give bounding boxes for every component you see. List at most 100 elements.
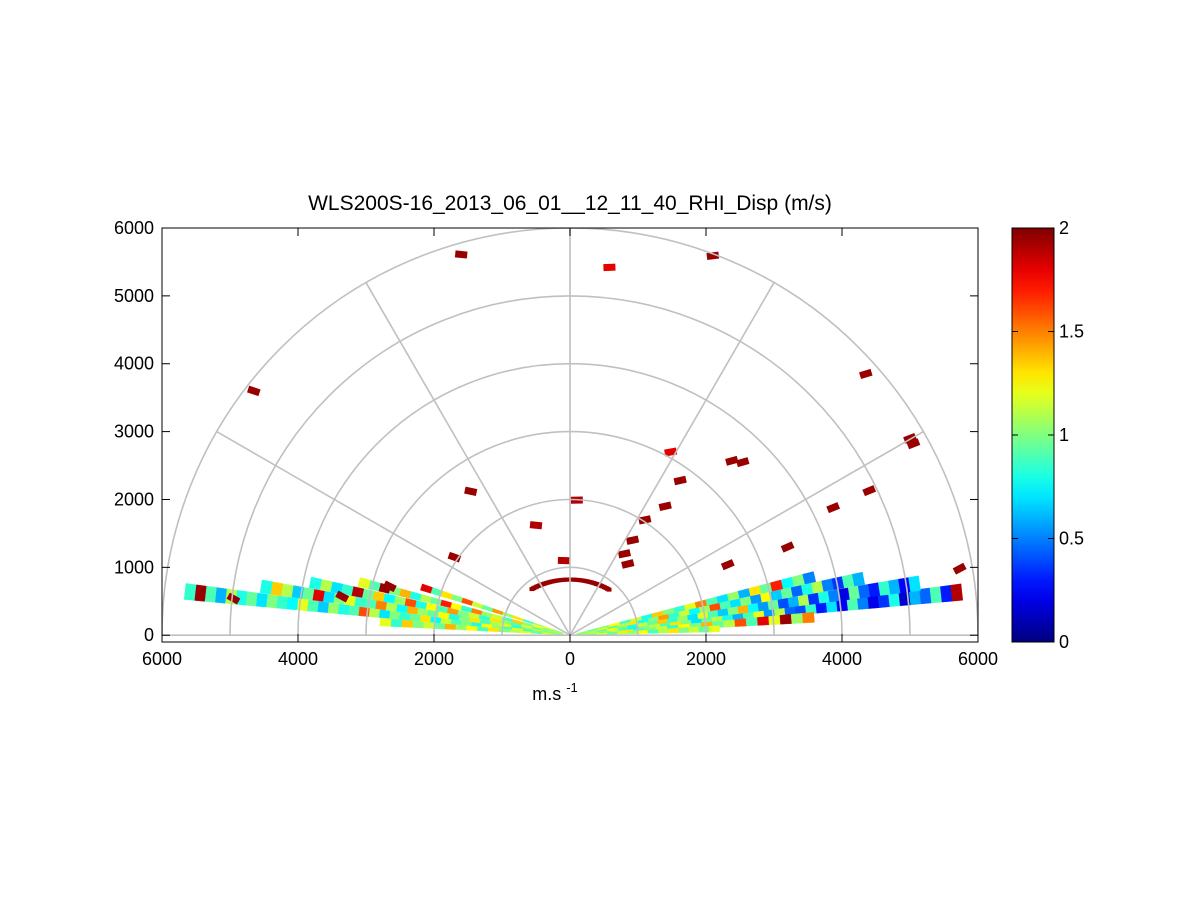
scan-0-gate-33 [919, 587, 932, 605]
scan-6-gate-27 [276, 595, 289, 610]
scan-10-gate-13 [411, 620, 424, 629]
scan-4-gate-17 [768, 615, 781, 626]
scatter-point-0 [247, 385, 261, 397]
y-tick-label-6: 6000 [114, 218, 154, 238]
colorbar-tick-label-3: 1.5 [1059, 322, 1084, 342]
scan-1-gate-18 [757, 601, 770, 612]
scan-7-gate-24 [301, 587, 315, 601]
polar-spoke-30 [569, 430, 924, 636]
scan-6-gate-28 [265, 594, 278, 609]
scan-4-gate-18 [779, 614, 793, 625]
scan-10-gate-14 [401, 619, 413, 628]
scan-1-gate-27 [847, 585, 861, 600]
scatter-point-23 [382, 580, 397, 593]
scan-0-gate-36 [950, 583, 964, 602]
colorbar: 0 0.5 1 1.5 2 [1011, 218, 1084, 652]
x-axis-label-base: m.s [532, 684, 561, 704]
x-tick-label-4: 2000 [686, 649, 726, 669]
x-tick-label-1: 4000 [278, 649, 318, 669]
scan-1-gate-24 [817, 590, 830, 604]
scan-6-gate-21 [337, 603, 350, 615]
colorbar-tick-label-0: 0 [1059, 632, 1069, 652]
scatter-point-16 [625, 535, 640, 545]
scan-10-gate-8 [465, 625, 478, 631]
chart-title: WLS200S-16_2013_06_01__12_11_40_RHI_Disp… [308, 192, 832, 215]
scan-7-gate-19 [353, 596, 367, 608]
scan-6-gate-18 [368, 607, 380, 618]
scatter-point-27 [621, 559, 635, 569]
scatter-point-4 [859, 368, 873, 380]
scatter-point-25 [529, 521, 543, 530]
scatter-point-21 [952, 562, 967, 575]
scan-6-gate-36 [183, 583, 197, 601]
scatter-point-17 [617, 549, 631, 559]
scan-7-gate-26 [280, 583, 294, 598]
scan-1-gate-33 [908, 575, 921, 592]
arc-gate-124 [529, 587, 535, 592]
polar-spoke-60 [569, 282, 775, 636]
scan-7-gate-22 [322, 590, 336, 604]
scan-7-gate-28 [259, 579, 273, 595]
scan-1-gate-19 [767, 599, 780, 611]
scan-8-gate-23 [308, 576, 323, 591]
scan-11-gate-13 [420, 583, 433, 594]
data-layer [183, 250, 967, 636]
scan-10-gate-7 [476, 626, 489, 632]
scan-4-gate-16 [757, 616, 770, 626]
scatter-point-18 [464, 486, 478, 497]
scatter-point-2 [603, 263, 616, 272]
scan-4-gate-13 [723, 619, 736, 628]
scatter-point-1 [454, 250, 468, 259]
polar-spoke-120 [365, 282, 571, 636]
scan-6-gate-23 [317, 601, 329, 614]
scan-1-gate-17 [747, 602, 760, 613]
scan-5-gate-10 [678, 627, 690, 633]
scan-6-gate-15 [399, 612, 411, 621]
scatter-point-8 [826, 502, 841, 514]
scan-7-gate-18 [364, 598, 377, 609]
scatter-point-15 [638, 515, 652, 525]
scatter-point-3 [706, 251, 720, 261]
scan-1-gate-21 [787, 596, 800, 608]
x-tick-label-5: 4000 [822, 649, 862, 669]
scatter-point-22 [226, 592, 241, 605]
scan-9-gate-19 [357, 577, 371, 589]
scan-5-gate-6 [637, 629, 649, 634]
scan-10-gate-11 [433, 622, 446, 630]
scan-1-gate-23 [807, 592, 820, 605]
scan-5-gate-13 [708, 625, 720, 633]
scan-6-gate-22 [327, 602, 340, 614]
scan-6-gate-24 [306, 599, 319, 613]
scatter-point-11 [736, 457, 750, 468]
y-tick-label-1: 1000 [114, 557, 154, 577]
x-axis-label-superscript: -1 [566, 680, 578, 695]
colorbar-strip [1011, 227, 1055, 643]
y-tick-label-4: 4000 [114, 354, 154, 374]
scan-4-gate-14 [734, 618, 747, 627]
scan-1-gate-22 [797, 594, 810, 607]
scatter-point-10 [725, 455, 739, 466]
scatter-point-7 [862, 485, 877, 497]
scan-10-gate-12 [422, 621, 435, 629]
scan-5-gate-7 [647, 629, 659, 634]
scan-1-gate-20 [777, 597, 790, 609]
scan-10-gate-10 [444, 623, 456, 630]
scan-5-gate-11 [688, 626, 700, 633]
scatter-point-14 [658, 501, 672, 511]
scan-4-gate-20 [802, 611, 815, 624]
scan-6-gate-34 [204, 585, 217, 603]
colorbar-tick-label-2: 1 [1059, 425, 1069, 445]
scan-10-gate-9 [455, 624, 467, 631]
y-tick-label-0: 0 [144, 625, 154, 645]
y-tick-label-2: 2000 [114, 489, 154, 509]
scatter-point-9 [780, 541, 795, 553]
scan-5-gate-9 [668, 627, 680, 634]
scan-1-gate-28 [857, 584, 871, 599]
scan-6-gate-33 [214, 587, 227, 604]
scatter-point-20 [720, 559, 735, 571]
polar-spoke-150 [216, 430, 571, 636]
scan-6-gate-29 [255, 592, 268, 608]
